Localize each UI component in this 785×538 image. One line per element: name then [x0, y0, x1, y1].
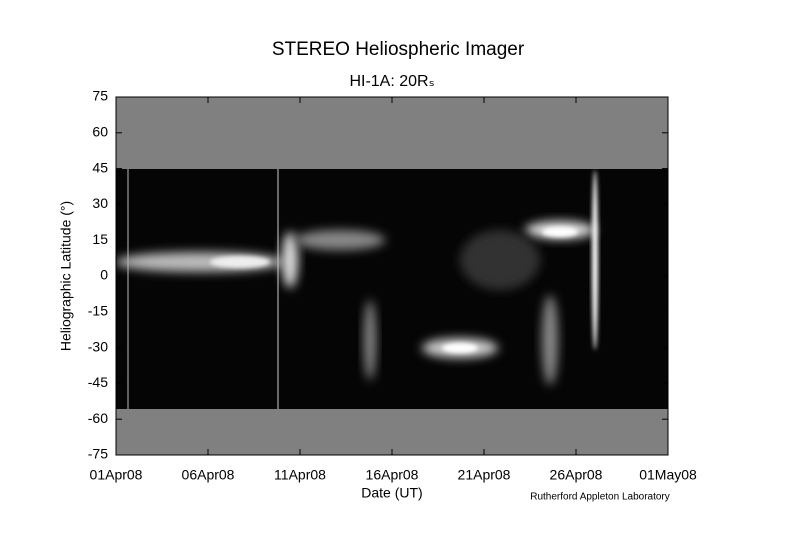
y-tick-label: 30 [92, 195, 108, 211]
credit: Rutherford Appleton Laboratory [530, 492, 670, 503]
x-axis-label: Date (UT) [361, 485, 422, 501]
y-tick-label: -60 [88, 410, 108, 426]
y-tick-label: 0 [100, 267, 108, 283]
x-tick-label: 01May08 [639, 467, 697, 483]
y-axis-label: Heliographic Latitude (°) [58, 201, 74, 351]
y-tick-label: -15 [88, 303, 108, 319]
x-tick-label: 21Apr08 [458, 467, 511, 483]
chart-title: STEREO Heliospheric Imager [272, 39, 525, 60]
chart-subtitle: HI-1A: 20Rₛ [349, 73, 434, 90]
y-tick-label: 45 [92, 159, 108, 175]
y-tick-label: 60 [92, 124, 108, 140]
y-tick-label: -30 [88, 338, 108, 354]
x-tick-label: 11Apr08 [274, 467, 326, 483]
y-tick-label: 75 [92, 88, 108, 104]
x-tick-label: 01Apr08 [90, 467, 143, 483]
x-tick-label: 16Apr08 [366, 467, 419, 483]
y-tick-label: -45 [88, 374, 108, 390]
x-tick-label: 06Apr08 [182, 467, 235, 483]
y-tick-label: 15 [92, 231, 108, 247]
image-features [116, 169, 598, 409]
image [115, 96, 669, 456]
y-tick-label: -75 [88, 446, 108, 462]
image-band [116, 169, 668, 409]
x-tick-label: 26Apr08 [550, 467, 603, 483]
